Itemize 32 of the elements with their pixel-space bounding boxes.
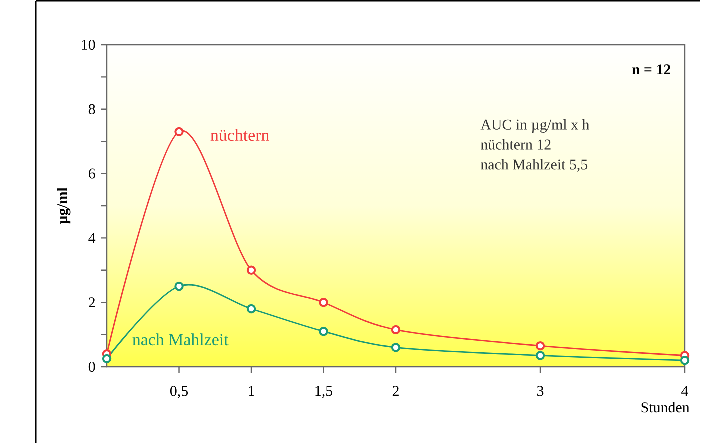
x-tick-label: 1,5 <box>316 386 333 398</box>
point <box>536 341 546 351</box>
x-tick-label: 3 <box>537 386 544 396</box>
annotation: n = 12 <box>632 64 670 75</box>
point <box>319 298 328 308</box>
annotation: nach Mahlzeit 5,5 <box>481 159 588 172</box>
point <box>391 343 401 352</box>
point <box>536 351 546 360</box>
point <box>319 326 328 336</box>
point <box>391 325 401 335</box>
y-axis-title: µg/ml <box>57 188 71 224</box>
point <box>102 354 112 364</box>
x-tick-label: 0,5 <box>170 386 188 398</box>
x-tick-label: 1 <box>249 386 254 396</box>
point <box>246 266 256 275</box>
point <box>246 304 256 314</box>
point <box>174 127 184 137</box>
x-axis-title: Stunden <box>642 402 690 413</box>
point <box>174 282 184 292</box>
x-tick-label: 2 <box>392 386 399 396</box>
y-tick-label: 10 <box>82 40 96 50</box>
x-tick-label: 4 <box>682 386 689 396</box>
series-label: nüchtern <box>210 129 270 142</box>
y-tick-label: 2 <box>89 298 95 308</box>
annotation: AUC in µg/ml x h <box>480 119 590 133</box>
y-tick-label: 6 <box>88 168 96 179</box>
y-tick-label: 0 <box>88 362 96 372</box>
point <box>680 356 690 366</box>
y-tick-label: 8 <box>88 104 96 114</box>
series-label: nach Mahlzeit <box>132 334 229 346</box>
annotation: nüchtern 12 <box>481 139 551 150</box>
y-tick-label: 4 <box>88 233 96 244</box>
